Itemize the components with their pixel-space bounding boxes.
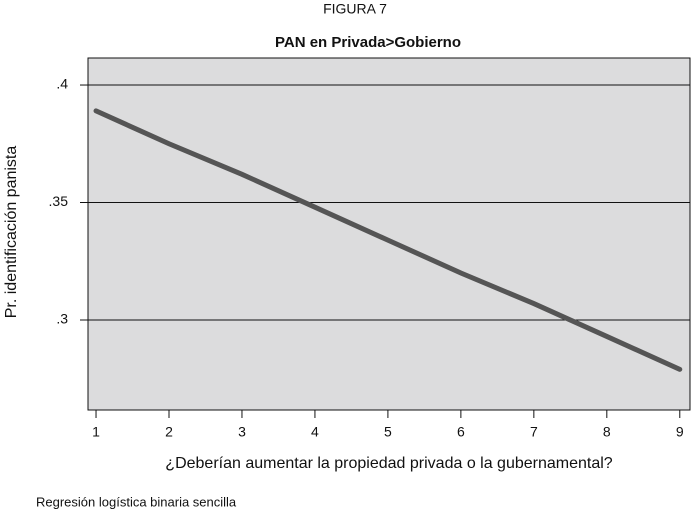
note: Regresión logística binaria sencilla: [36, 494, 237, 509]
plot-area: [87, 57, 691, 411]
x-tick-label: 4: [311, 424, 319, 440]
x-tick-label: 7: [530, 424, 538, 440]
x-tick-label: 2: [165, 424, 173, 440]
data-line: [93, 108, 683, 372]
x-tick-label: 9: [676, 424, 684, 440]
x-tick-label: 5: [384, 424, 392, 440]
y-tick-label: .3: [56, 311, 68, 327]
x-tick-label: 6: [457, 424, 465, 440]
chart-title: PAN en Privada>Gobierno: [275, 34, 461, 51]
y-tick-label: .4: [56, 76, 68, 92]
x-tick-label: 3: [238, 424, 246, 440]
x-tick-label: 8: [603, 424, 611, 440]
figure-label: FIGURA 7: [323, 1, 387, 17]
x-tick-label: 1: [92, 424, 100, 440]
y-tick-label: .35: [49, 193, 69, 209]
x-axis-label: ¿Deberían aumentar la propiedad privada …: [165, 455, 613, 472]
y-axis-label: Pr. identificación panista: [3, 146, 20, 319]
